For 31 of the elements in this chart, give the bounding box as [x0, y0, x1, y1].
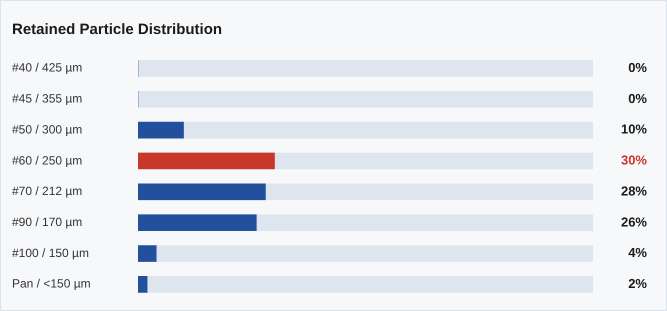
chart-title: Retained Particle Distribution	[12, 21, 222, 38]
bar	[138, 276, 148, 293]
bar	[256, 214, 593, 232]
bar	[138, 122, 184, 138]
data-label: 4%	[628, 245, 648, 260]
y-tick-label: Pan / <150 µm	[12, 276, 91, 291]
y-tick-label: #70 / 212 µm	[12, 184, 82, 198]
y-tick-label: #50 / 300 µm	[12, 122, 82, 136]
data-label: 26%	[620, 214, 648, 230]
bar	[146, 276, 593, 293]
y-tick-label: #60 / 250 µm	[12, 153, 82, 168]
bar	[138, 60, 593, 77]
bar	[138, 214, 257, 232]
y-tick-label: #40 / 425 µm	[12, 60, 82, 75]
y-tick-label: #45 / 355 µm	[12, 92, 82, 106]
bar	[138, 245, 157, 262]
bar	[274, 152, 593, 170]
bar	[138, 152, 275, 170]
data-label: 10%	[620, 122, 648, 137]
bar	[265, 183, 593, 200]
bar	[138, 90, 593, 108]
bar	[156, 245, 593, 262]
data-label: 0%	[628, 60, 648, 76]
data-label: 2%	[628, 276, 648, 291]
y-tick-label: #100 / 150 µm	[12, 246, 89, 260]
data-label: 30%	[620, 152, 648, 168]
bar	[183, 122, 593, 138]
bar	[138, 183, 266, 200]
y-tick-label: #90 / 170 µm	[12, 214, 82, 229]
data-label: 28%	[620, 183, 648, 198]
data-label: 0%	[628, 90, 648, 106]
